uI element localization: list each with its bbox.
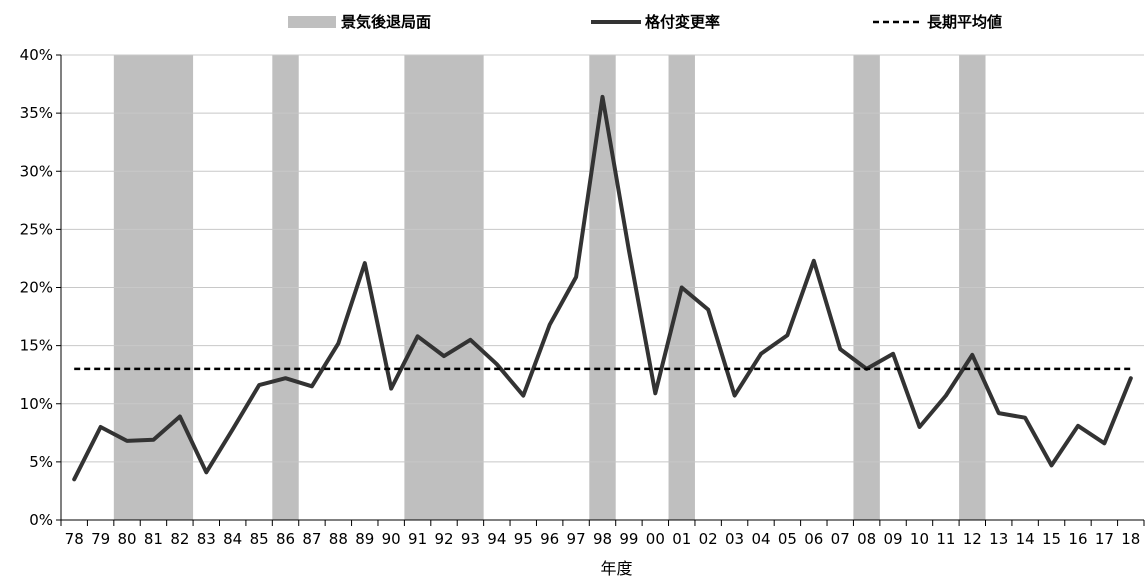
x-tick-label: 97 <box>567 530 586 548</box>
x-tick-label: 83 <box>197 530 216 548</box>
x-tick-label: 82 <box>170 530 189 548</box>
x-tick-label: 02 <box>699 530 718 548</box>
y-tick-label: 35% <box>20 104 53 122</box>
y-tick-label: 10% <box>20 395 53 413</box>
legend-label: 長期平均値 <box>927 13 1002 31</box>
legend: 景気後退局面 格付変更率 長期平均値 <box>288 13 1002 31</box>
x-tick-label: 91 <box>408 530 427 548</box>
x-tick-label: 93 <box>461 530 480 548</box>
x-tick-label: 05 <box>778 530 797 548</box>
x-tick-label: 16 <box>1068 530 1087 548</box>
x-tick-label: 88 <box>329 530 348 548</box>
y-tick-label: 25% <box>20 220 53 238</box>
x-tick-label: 06 <box>804 530 823 548</box>
x-tick-label: 94 <box>487 530 506 548</box>
x-tick-label: 11 <box>936 530 955 548</box>
x-tick-label: 07 <box>831 530 850 548</box>
x-tick-label: 10 <box>910 530 929 548</box>
x-tick-label: 81 <box>144 530 163 548</box>
y-gridlines <box>61 54 1144 463</box>
x-tick-label: 14 <box>1016 530 1035 548</box>
x-tick-label: 78 <box>65 530 84 548</box>
x-tick-label: 80 <box>117 530 136 548</box>
x-tick-label: 85 <box>250 530 269 548</box>
x-tick-label: 03 <box>725 530 744 548</box>
x-tick-label: 86 <box>276 530 295 548</box>
y-tick-label: 20% <box>20 279 53 297</box>
x-tick-label: 15 <box>1042 530 1061 548</box>
x-axis-title: 年度 <box>600 559 632 578</box>
series-line-rating-change-rate <box>72 94 1133 482</box>
x-tick-label: 01 <box>672 530 691 548</box>
x-tick-label: 84 <box>223 530 242 548</box>
y-tick-label: 40% <box>20 46 53 64</box>
x-tick-label: 90 <box>382 530 401 548</box>
x-tick-label: 95 <box>514 530 533 548</box>
y-axis-labels: 0% 5% 10% 15% 20% 25% 30% 35% 40% <box>20 46 61 529</box>
x-axis-labels: 78 79 80 81 82 83 84 85 86 87 88 89 90 91 92 93 94 95 96 97… <box>60 520 1145 548</box>
y-tick-label: 0% <box>29 511 53 529</box>
y-tick-label: 30% <box>20 162 53 180</box>
legend-label: 景気後退局面 <box>341 13 431 31</box>
x-tick-label: 12 <box>963 530 982 548</box>
x-tick-label: 08 <box>857 530 876 548</box>
x-tick-label: 99 <box>619 530 638 548</box>
x-tick-label: 17 <box>1095 530 1114 548</box>
y-tick-label: 15% <box>20 337 53 355</box>
x-tick-label: 13 <box>989 530 1008 548</box>
y-tick-label: 5% <box>29 453 53 471</box>
legend-label: 格付変更率 <box>645 13 720 31</box>
x-tick-label: 92 <box>434 530 453 548</box>
x-tick-label: 00 <box>646 530 665 548</box>
x-tick-label: 79 <box>91 530 110 548</box>
x-tick-label: 18 <box>1121 530 1140 548</box>
legend-swatch-recession <box>288 16 336 28</box>
x-tick-label: 96 <box>540 530 559 548</box>
x-tick-label: 98 <box>593 530 612 548</box>
x-tick-label: 89 <box>355 530 374 548</box>
x-tick-label: 04 <box>751 530 770 548</box>
x-tick-label: 09 <box>884 530 903 548</box>
x-tick-label: 87 <box>302 530 321 548</box>
